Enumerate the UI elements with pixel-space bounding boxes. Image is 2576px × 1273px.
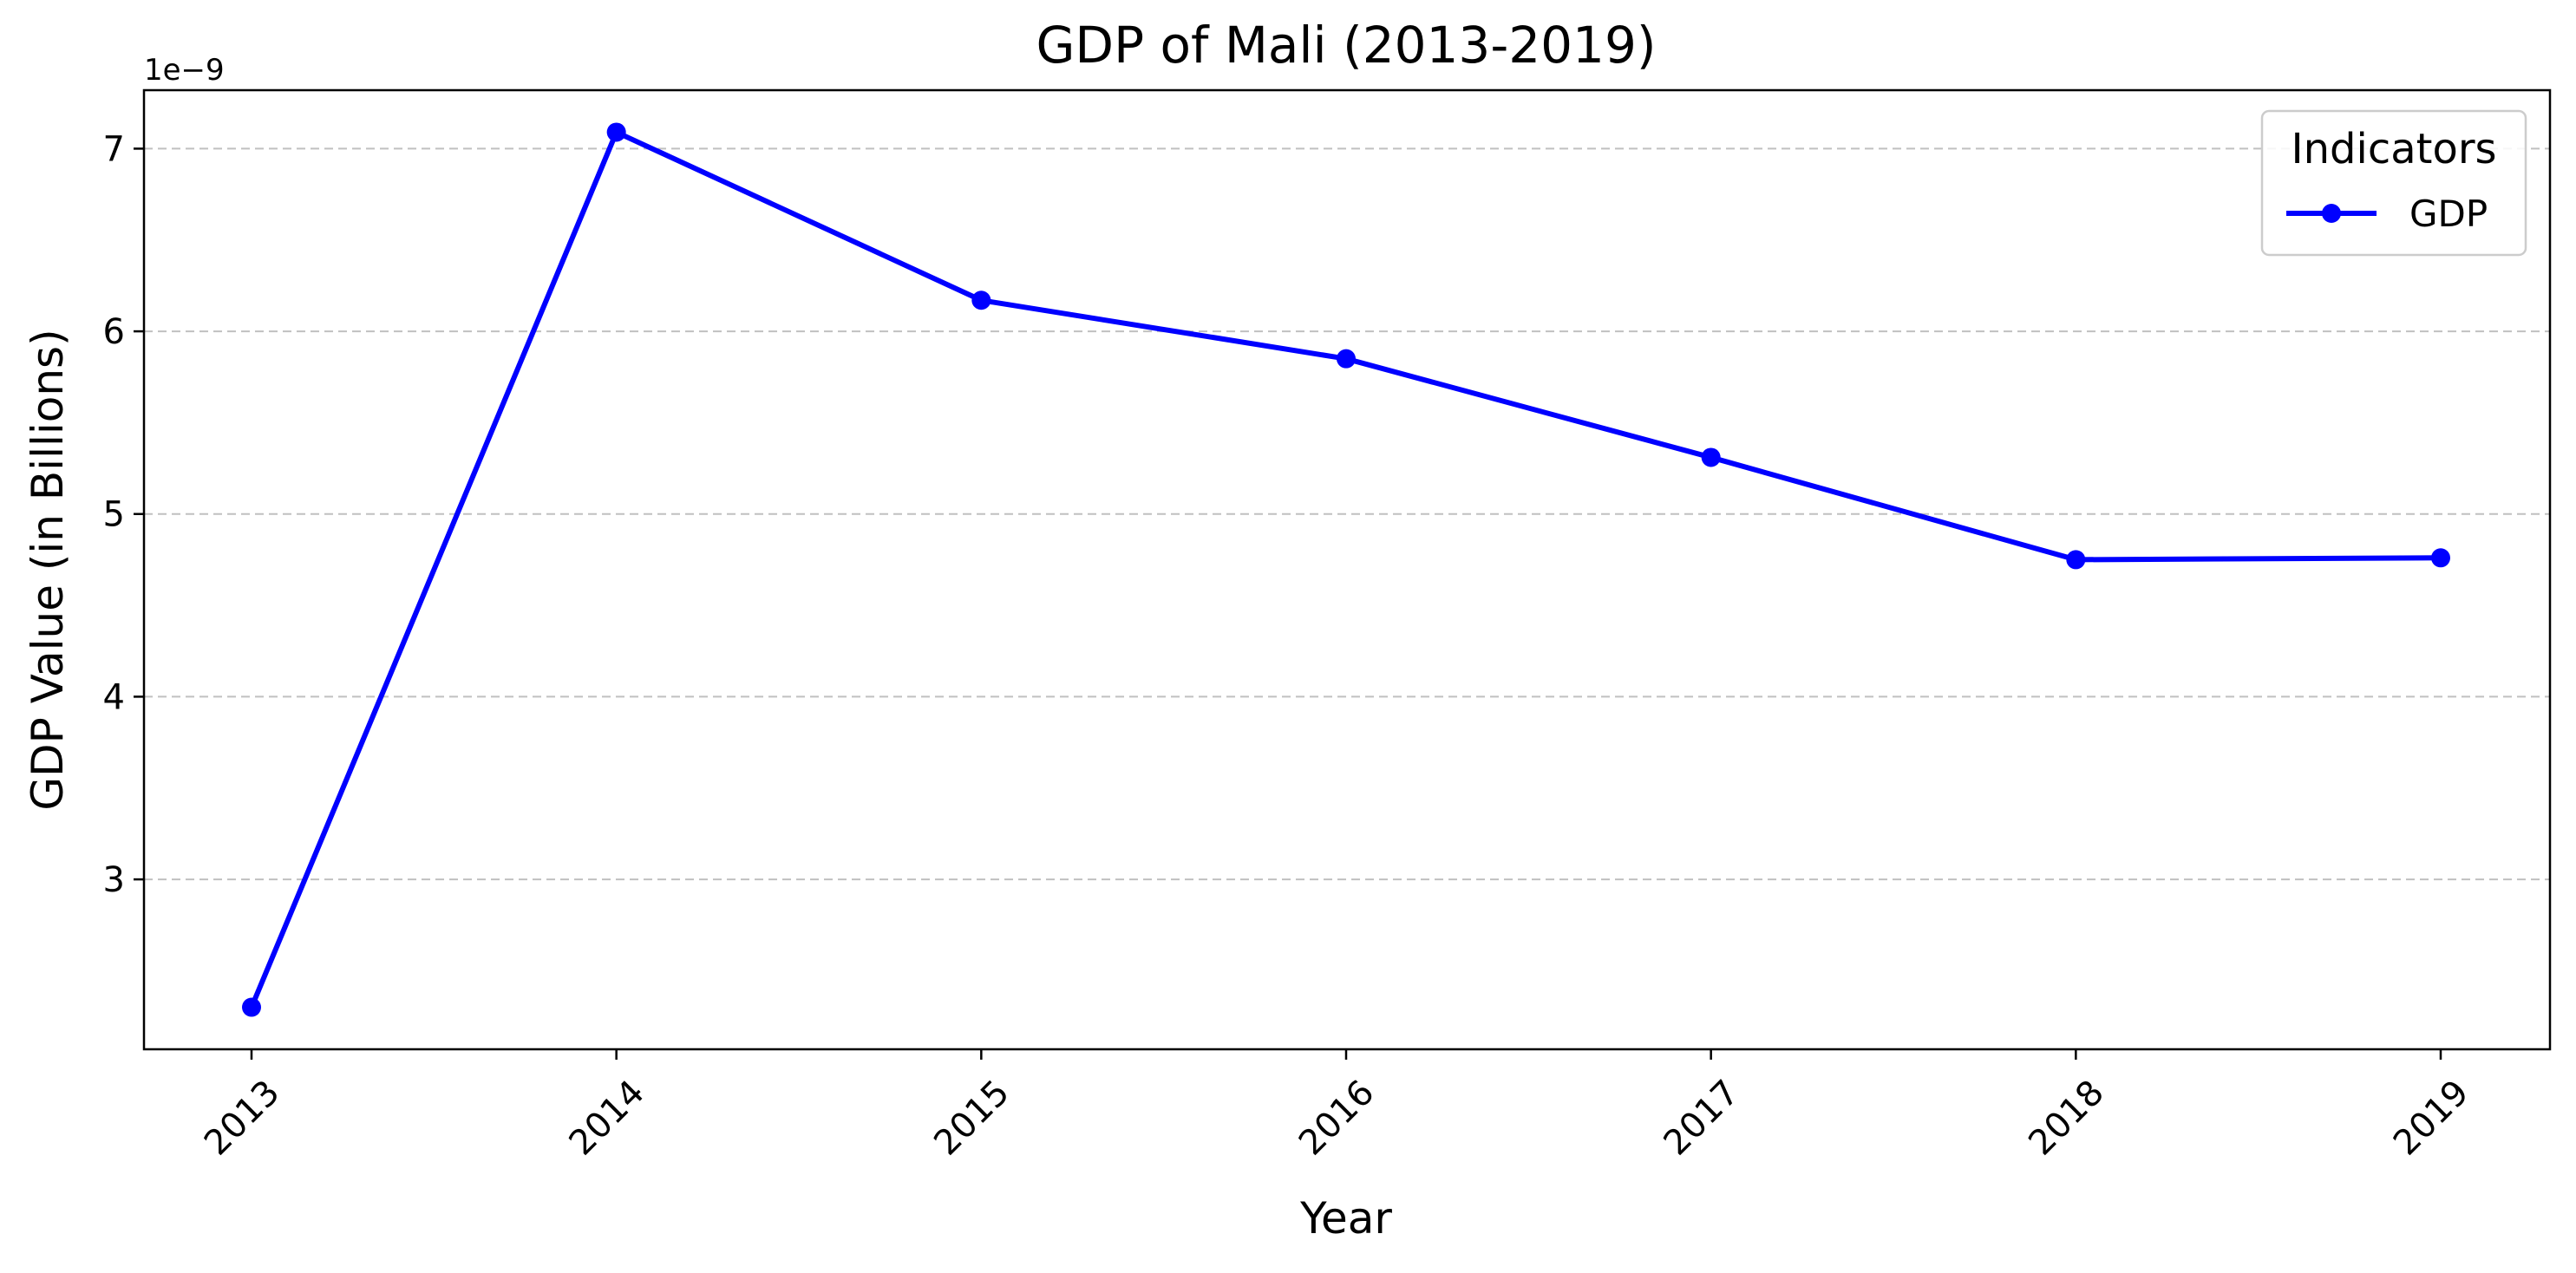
y-tick-label: 4	[103, 677, 125, 717]
x-axis-label: Year	[1299, 1193, 1392, 1244]
legend-title: Indicators	[2291, 125, 2496, 173]
gridlines	[144, 147, 2550, 881]
plot-frame	[142, 88, 2552, 1051]
data-point	[606, 122, 626, 142]
y-tick-label: 3	[103, 860, 125, 900]
y-tick-label: 7	[103, 129, 125, 169]
y-axis-offset-label: 1e−9	[144, 53, 225, 88]
data-point	[242, 997, 261, 1017]
data-point	[971, 291, 991, 310]
data-point	[1337, 349, 1356, 369]
data-point	[1701, 447, 1721, 467]
legend-marker-gdp	[2322, 204, 2341, 223]
series-gdp	[242, 122, 2450, 1017]
data-point	[2431, 548, 2450, 568]
legend: Indicators GDP	[2260, 109, 2527, 257]
legend-label-gdp: GDP	[2409, 193, 2488, 235]
y-axis-ticks: 3 4 5 6 7	[103, 129, 144, 900]
data-point	[2066, 550, 2086, 570]
chart-title: GDP of Mali (2013-2019)	[1036, 16, 1656, 75]
y-tick-label: 5	[103, 495, 125, 535]
y-tick-label: 6	[103, 312, 125, 352]
y-axis-label: GDP Value (in Billions)	[23, 329, 73, 810]
